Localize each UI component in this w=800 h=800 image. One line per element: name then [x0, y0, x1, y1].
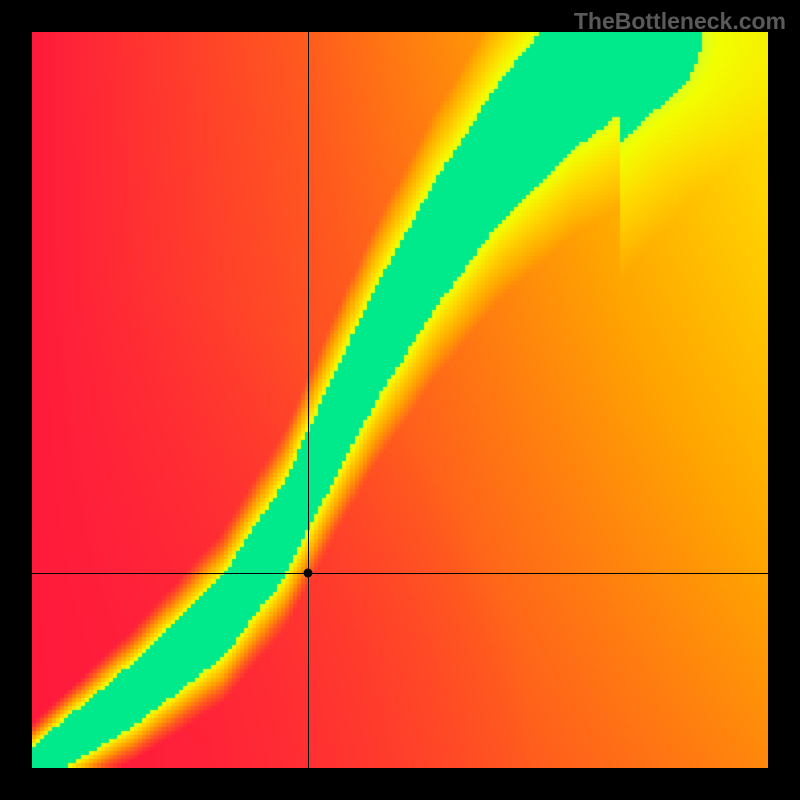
heatmap-plot	[32, 32, 768, 768]
crosshair-horizontal	[32, 573, 768, 574]
watermark-text: TheBottleneck.com	[574, 8, 786, 35]
crosshair-vertical	[308, 32, 309, 768]
heatmap-canvas	[32, 32, 768, 768]
crosshair-marker	[304, 568, 313, 577]
